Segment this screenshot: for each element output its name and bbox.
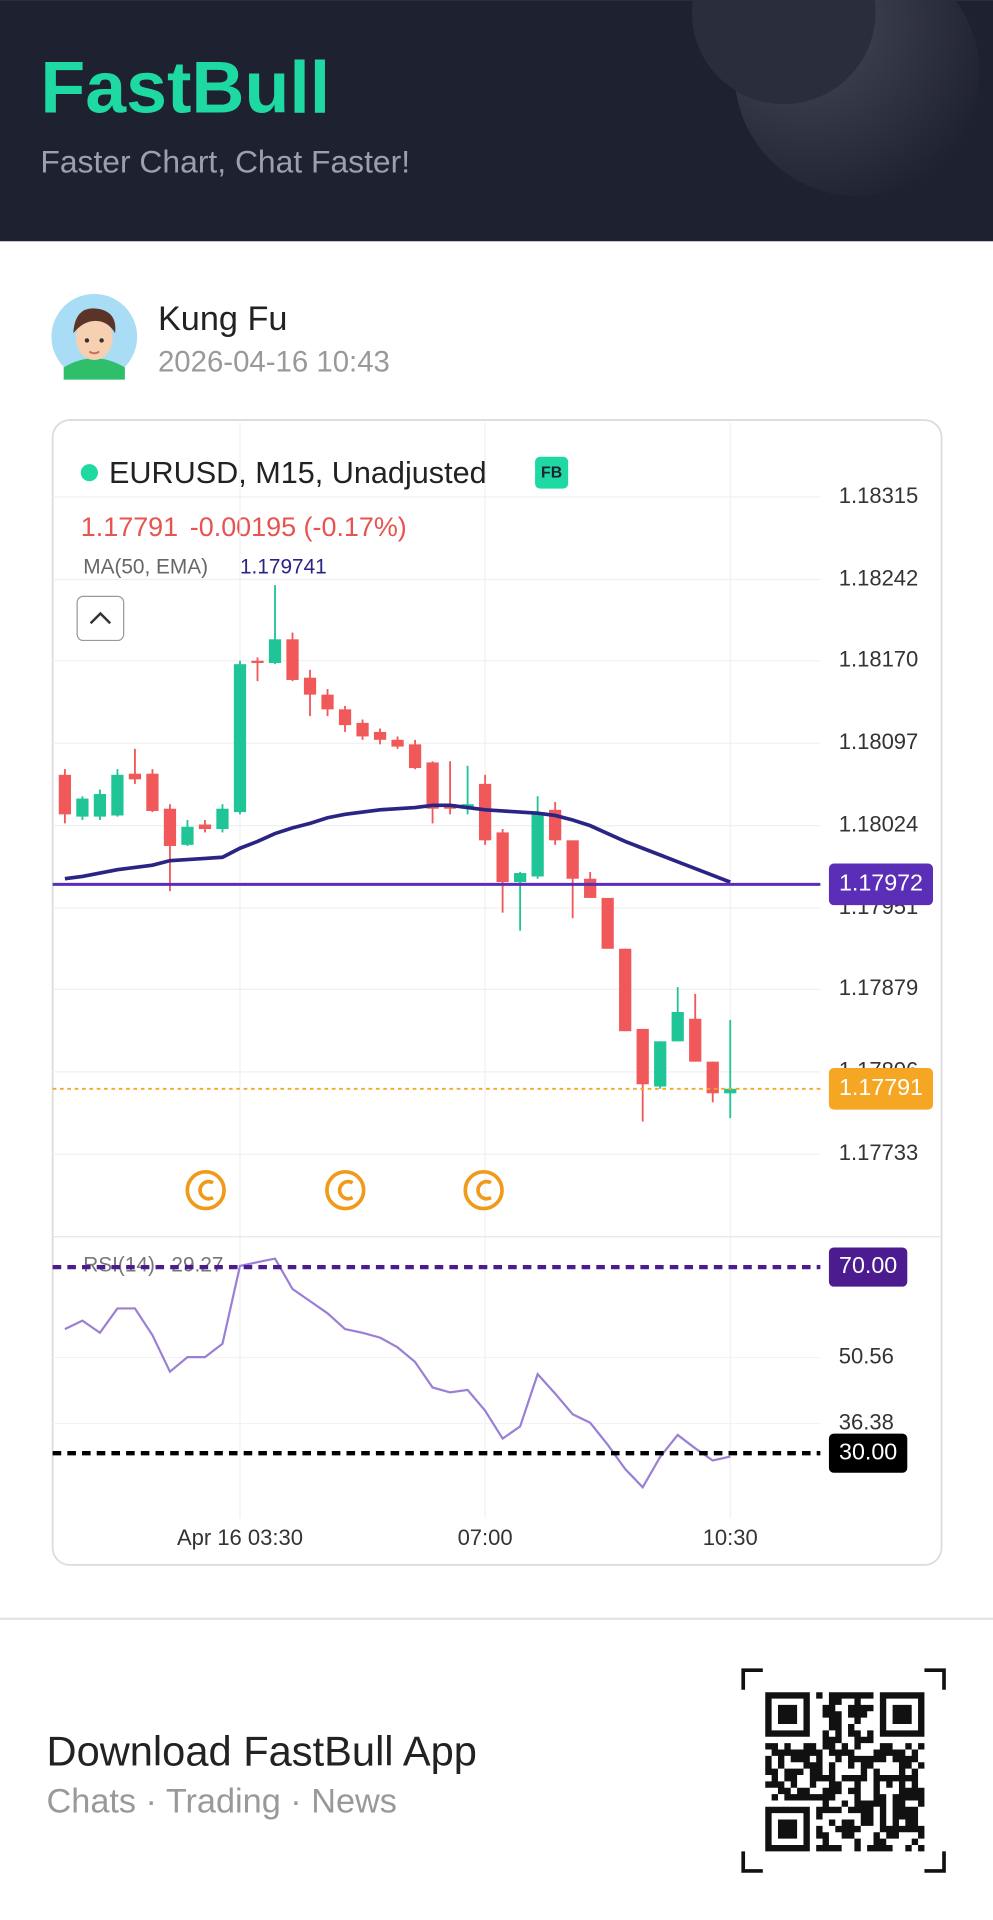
price-change: -0.00195 (-0.17%) xyxy=(190,512,407,542)
author-name: Kung Fu xyxy=(158,300,288,338)
candle-body xyxy=(496,832,509,883)
candle-body xyxy=(181,826,194,845)
event-icons xyxy=(185,1169,504,1211)
ma-value: 1.179741 xyxy=(240,556,327,579)
timestamp: 2026-04-16 10:43 xyxy=(158,345,390,378)
x-tick-label: Apr 16 03:30 xyxy=(177,1525,303,1550)
price-line-label: 1.17972 xyxy=(839,870,923,896)
x-tick-label: 07:00 xyxy=(458,1525,513,1550)
candle-body xyxy=(356,722,369,737)
candle-body xyxy=(478,783,492,841)
candle-body xyxy=(391,739,404,747)
candle-body xyxy=(251,660,264,664)
plot-area xyxy=(52,422,821,1519)
candle-body xyxy=(724,1088,737,1094)
rsi-tick-label: 36.38 xyxy=(839,1409,894,1434)
footer-subtitle: Chats · Trading · News xyxy=(47,1783,397,1821)
rsi-level-box xyxy=(828,1433,908,1473)
candle-body xyxy=(689,1018,702,1062)
candle-body xyxy=(216,808,229,830)
candle-body xyxy=(531,812,544,877)
candle-body xyxy=(58,774,72,815)
footer-title: Download FastBull App xyxy=(47,1728,477,1775)
collapse-button[interactable] xyxy=(76,595,125,642)
rsi-level-box xyxy=(828,1247,908,1287)
candle-body xyxy=(198,824,212,830)
candle-body xyxy=(619,948,632,1032)
candle-body xyxy=(566,840,579,879)
current-price-box xyxy=(828,1067,934,1110)
y-tick-label: 1.18024 xyxy=(839,811,919,836)
candle-body xyxy=(321,694,334,710)
rsi-line xyxy=(64,1257,731,1490)
tagline: Faster Chart, Chat Faster! xyxy=(40,144,410,180)
candle-body xyxy=(146,773,159,811)
candle-body xyxy=(128,773,142,780)
avatar xyxy=(51,293,138,380)
candle-body xyxy=(286,639,299,680)
rsi-level-label: 30.00 xyxy=(839,1438,897,1464)
rsi-level-label: 70.00 xyxy=(839,1252,897,1278)
badge-bg xyxy=(535,456,569,489)
candle-body xyxy=(338,709,352,726)
candle-body xyxy=(76,798,89,817)
chart-title: EURUSD, M15, Unadjusted xyxy=(109,456,487,490)
x-tick-label: 10:30 xyxy=(703,1525,758,1550)
candle-body xyxy=(373,731,387,740)
candle-body xyxy=(408,744,422,769)
y-tick-label: 1.17733 xyxy=(839,1140,919,1165)
candle-body xyxy=(514,873,527,883)
candle-body xyxy=(426,762,439,809)
candle-body xyxy=(654,1041,667,1087)
y-tick-label: 1.18315 xyxy=(839,483,919,508)
candle-body xyxy=(163,808,177,846)
ma-label: MA(50, EMA) xyxy=(83,556,208,579)
candle-body xyxy=(93,794,107,817)
badge: FB xyxy=(541,464,562,481)
candle-body xyxy=(268,639,282,664)
candle-body xyxy=(233,664,247,813)
chart-card xyxy=(51,419,943,1566)
y-tick-label: 1.18170 xyxy=(839,647,919,672)
y-tick-label: 1.17879 xyxy=(839,975,919,1000)
candle-body xyxy=(584,878,597,898)
qr-frame xyxy=(741,1668,946,1873)
rsi-value: 29.27 xyxy=(171,1254,223,1277)
candle-body xyxy=(601,897,614,949)
candle-body xyxy=(111,774,124,816)
ma-line xyxy=(64,803,731,884)
chevron-icon xyxy=(89,611,112,625)
y-tick-label: 1.18097 xyxy=(839,729,919,754)
candle-body xyxy=(706,1061,719,1094)
status-dot xyxy=(80,464,98,482)
candle-body xyxy=(671,1011,684,1042)
logo: FastBull xyxy=(40,46,330,129)
qr-code[interactable] xyxy=(765,1692,925,1852)
y-tick-label: 1.18242 xyxy=(839,565,919,590)
candle-body xyxy=(303,677,317,695)
price-line-box xyxy=(828,863,934,906)
current-price-label: 1.17791 xyxy=(839,1074,923,1100)
header-decoration xyxy=(691,0,980,196)
last-price: 1.17791 xyxy=(81,512,178,542)
rsi-tick-label: 50.56 xyxy=(839,1343,894,1368)
candle-body xyxy=(636,1028,649,1085)
